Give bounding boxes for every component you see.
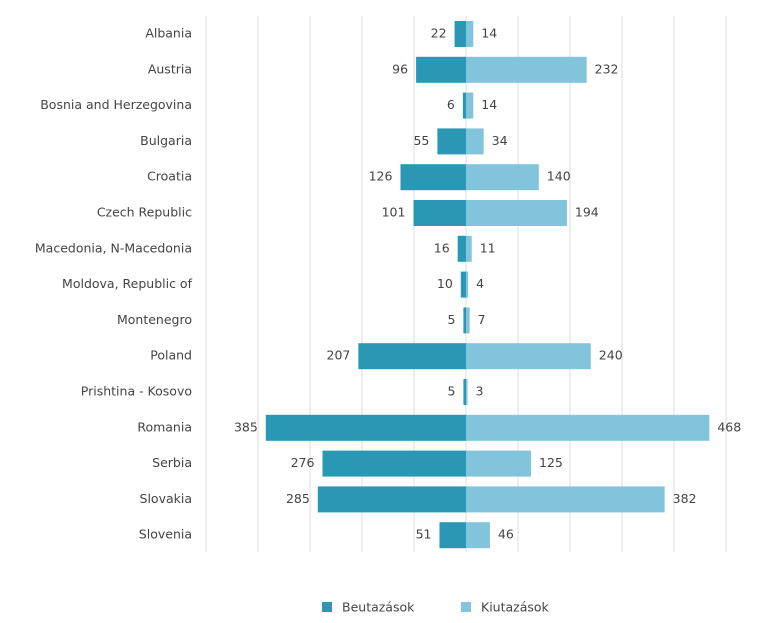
bar [466, 21, 474, 47]
bar [454, 21, 466, 47]
value-label: 240 [599, 348, 623, 363]
bar [466, 56, 587, 83]
bar [317, 486, 466, 513]
bar [400, 164, 466, 191]
bar [466, 92, 474, 119]
value-label: 194 [575, 205, 599, 220]
value-label: 7 [478, 312, 486, 327]
category-label: Serbia [152, 455, 192, 470]
category-label: Poland [150, 348, 192, 363]
value-label: 232 [595, 61, 619, 76]
category-label: Austria [148, 61, 192, 76]
bar [457, 235, 466, 262]
value-label: 5 [447, 384, 455, 399]
value-label: 276 [291, 455, 315, 470]
category-label: Bulgaria [140, 133, 192, 148]
bar [413, 200, 466, 226]
value-label: 468 [717, 419, 741, 434]
bar [466, 486, 665, 513]
value-label: 51 [416, 527, 432, 542]
value-label: 96 [392, 61, 408, 76]
value-label: 382 [673, 491, 697, 506]
value-label: 11 [480, 240, 496, 255]
bar [466, 271, 469, 298]
bar [463, 307, 466, 334]
value-label: 55 [413, 133, 429, 148]
bar [416, 56, 466, 83]
value-label: 14 [481, 26, 497, 41]
category-label: Czech Republic [97, 205, 192, 220]
value-label: 207 [327, 348, 351, 363]
bar [466, 164, 539, 191]
legend-label: Beutazások [342, 600, 415, 615]
bar [466, 450, 531, 477]
value-label: 125 [539, 455, 563, 470]
value-label: 285 [286, 491, 310, 506]
bar [439, 522, 466, 549]
category-label: Montenegro [117, 312, 192, 327]
category-label: Slovakia [140, 491, 192, 506]
bar [265, 414, 466, 441]
category-label: Croatia [147, 169, 192, 184]
bar [466, 235, 472, 262]
bar [322, 450, 466, 477]
category-label: Romania [137, 419, 192, 434]
value-label: 140 [547, 169, 571, 184]
value-label: 16 [434, 240, 450, 255]
value-label: 385 [234, 419, 258, 434]
value-label: 101 [382, 205, 406, 220]
value-label: 126 [369, 169, 393, 184]
bar [466, 414, 710, 441]
value-label: 46 [498, 527, 514, 542]
value-label: 22 [431, 26, 447, 41]
bar [466, 379, 468, 405]
bar [463, 379, 466, 405]
value-label: 14 [481, 97, 497, 112]
category-label: Slovenia [139, 527, 192, 542]
bar [466, 343, 591, 370]
bar [466, 307, 470, 334]
value-label: 4 [476, 276, 484, 291]
category-label: Macedonia, N-Macedonia [35, 240, 192, 255]
value-label: 10 [437, 276, 453, 291]
bar [460, 271, 466, 298]
category-label: Moldova, Republic of [62, 276, 193, 291]
category-label: Prishtina - Kosovo [81, 384, 192, 399]
category-label: Bosnia and Herzegovina [40, 97, 192, 112]
bar [466, 522, 490, 549]
legend-label: Kiutazások [481, 600, 550, 615]
value-label: 5 [447, 312, 455, 327]
value-label: 34 [492, 133, 508, 148]
value-label: 3 [476, 384, 484, 399]
bar [466, 128, 484, 155]
value-label: 6 [447, 97, 455, 112]
bar [466, 200, 567, 226]
bar [358, 343, 466, 370]
legend-swatch [322, 602, 332, 612]
bar [462, 92, 466, 119]
legend-swatch [461, 602, 471, 612]
category-label: Albania [145, 26, 192, 41]
bar [437, 128, 466, 155]
